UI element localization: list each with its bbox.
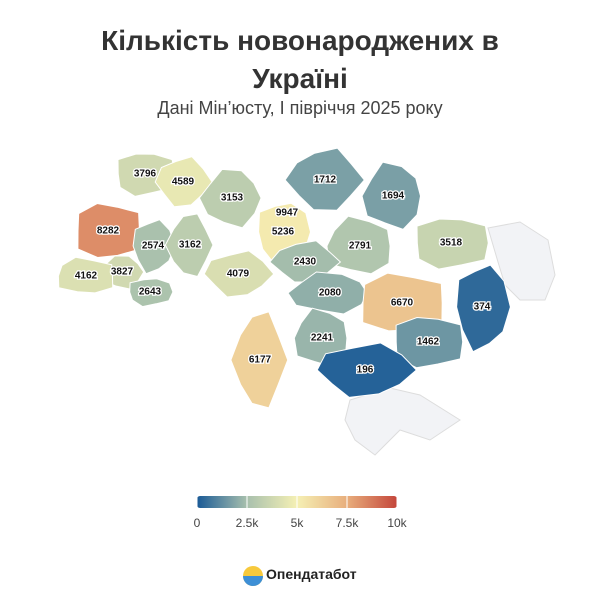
region — [284, 147, 366, 211]
region-value: 3518 — [440, 238, 463, 249]
region — [198, 168, 262, 229]
region-value: 6177 — [249, 355, 272, 366]
region — [456, 264, 511, 353]
region-value: 1694 — [382, 191, 405, 202]
title: Кількість новонароджених в Україні — [101, 25, 499, 94]
region — [77, 202, 141, 259]
legend-tick-label: 2.5k — [236, 516, 260, 530]
no-data-region — [344, 387, 461, 456]
region — [203, 250, 275, 298]
region-value: 4079 — [227, 269, 250, 280]
region — [230, 311, 289, 409]
region-value: 2241 — [311, 333, 334, 344]
region-value: 3153 — [221, 193, 244, 204]
legend-tick-label: 10k — [387, 516, 407, 530]
legend-tick-label: 0 — [194, 516, 201, 530]
region — [361, 161, 422, 230]
region — [57, 256, 114, 294]
region-value: 6670 — [391, 298, 414, 309]
region-value: 2643 — [139, 287, 162, 298]
no-data-region — [487, 221, 556, 301]
region-value: 4162 — [75, 271, 98, 282]
region-value: 2574 — [142, 241, 165, 252]
region-value: 3162 — [179, 240, 202, 251]
region-value: 3827 — [111, 267, 134, 278]
region-value: 1712 — [314, 175, 337, 186]
legend-tick-label: 7.5k — [336, 516, 360, 530]
region-value: 9947 — [276, 208, 299, 219]
region-value: 1462 — [417, 337, 440, 348]
region — [326, 215, 391, 275]
region — [395, 316, 464, 369]
region — [316, 342, 418, 398]
brand: Опендатабот — [266, 566, 357, 582]
region-value: 8282 — [97, 226, 120, 237]
subtitle: Дані Мін’юсту, І півріччя 2025 року — [157, 98, 443, 118]
region — [129, 278, 174, 308]
region — [164, 213, 214, 278]
brand-logo — [243, 576, 263, 586]
region — [416, 218, 489, 270]
region-value: 374 — [474, 302, 491, 313]
region-value: 2080 — [319, 288, 342, 299]
region-value: 5236 — [272, 227, 295, 238]
region — [287, 271, 368, 315]
region-value: 2430 — [294, 257, 317, 268]
region — [154, 156, 213, 208]
legend-tick-label: 5k — [291, 516, 305, 530]
region-value: 3796 — [134, 169, 157, 180]
region-value: 4589 — [172, 177, 195, 188]
region — [132, 219, 176, 275]
region-value: 2791 — [349, 241, 372, 252]
region-value: 196 — [357, 365, 374, 376]
